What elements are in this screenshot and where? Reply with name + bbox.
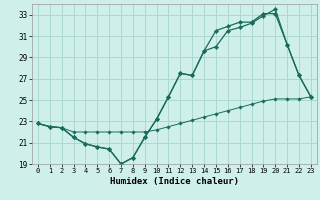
- X-axis label: Humidex (Indice chaleur): Humidex (Indice chaleur): [110, 177, 239, 186]
